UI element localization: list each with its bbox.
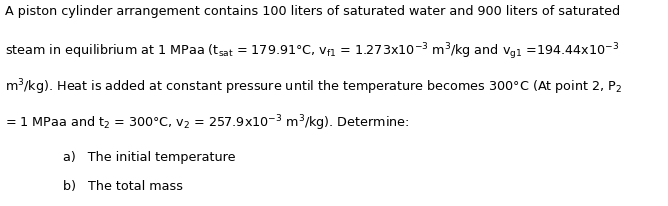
Text: b)   The total mass: b) The total mass [63,179,184,192]
Text: steam in equilibrium at 1 MPaa (t$_{\mathregular{sat}}$ = 179.91°C, v$_{\mathreg: steam in equilibrium at 1 MPaa (t$_{\mat… [5,41,619,62]
Text: A piston cylinder arrangement contains 100 liters of saturated water and 900 lit: A piston cylinder arrangement contains 1… [5,5,621,18]
Text: = 1 MPaa and t$_{\mathregular{2}}$ = 300°C, v$_{\mathregular{2}}$ = 257.9x10$^{\: = 1 MPaa and t$_{\mathregular{2}}$ = 300… [5,113,409,133]
Text: m$^{\mathregular{3}}$/kg). Heat is added at constant pressure until the temperat: m$^{\mathregular{3}}$/kg). Heat is added… [5,77,623,97]
Text: a)   The initial temperature: a) The initial temperature [63,150,236,163]
